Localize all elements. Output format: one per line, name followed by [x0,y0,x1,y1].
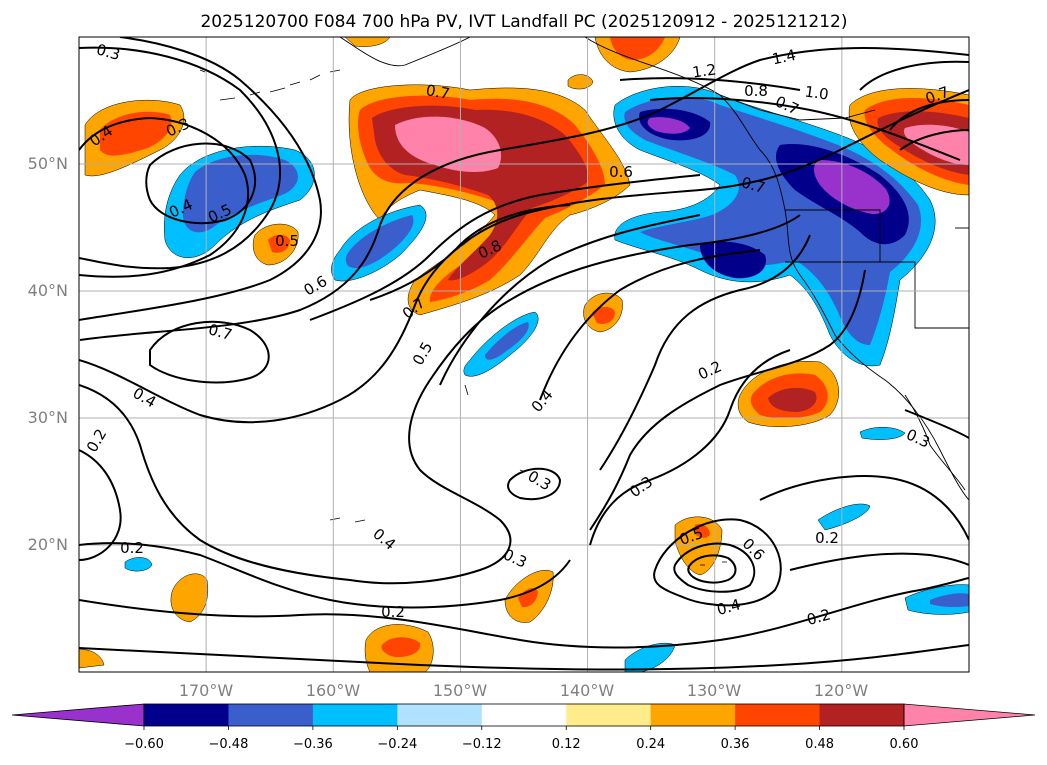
colorbar-tick-label: 0.60 [890,737,919,752]
positive-anomaly-region [268,234,290,253]
colorbar-tick-label: −0.12 [462,737,502,752]
negative-anomaly-region [345,215,414,269]
lat-label: 50°N [28,154,68,173]
colorbar-tick-label: −0.60 [124,737,164,752]
positive-anomaly-region [592,306,615,324]
positive-anomaly-region [79,649,105,669]
lon-label: 150°W [433,681,488,700]
longitude-labels: 170°W 160°W 150°W 140°W 130°W 120°W [179,681,869,700]
colorbar-tick-label: −0.48 [209,737,249,752]
colorbar-tick-label: 0.12 [552,737,581,752]
colorbar-segment [397,704,483,726]
lon-label: 170°W [179,681,234,700]
positive-anomaly-region [567,74,594,90]
colorbar-segment [819,704,905,726]
contour-label: 0.4 [715,595,743,619]
colorbar [11,703,1036,727]
negative-anomaly-region [814,160,890,215]
contour-label: 0.3 [94,40,122,64]
lon-label: 140°W [560,681,615,700]
pv-contours [79,37,969,671]
colorbar-segment [735,704,821,726]
chart-title: 2025120700 F084 700 hPa PV, IVT Landfall… [200,12,847,32]
contour-label: 0.7 [739,173,767,197]
colorbar-extend-max [903,703,1036,727]
colorbar-extend-min [11,703,145,727]
lon-label: 160°W [306,681,361,700]
map-area: 0.3 1.2 1.4 1.0 0.8 0.7 0.7 0.4 0.3 0.4 … [79,37,969,672]
negative-anomaly-region [859,427,906,440]
contour-label: 0.6 [609,163,633,181]
contour-label: 0.2 [381,603,405,621]
colorbar-segment [144,704,229,726]
contour-label: 0.8 [744,82,768,100]
lat-label: 30°N [28,408,68,427]
contour-label: 0.5 [275,232,299,250]
islands [199,69,727,566]
negative-anomaly-region [817,503,871,531]
positive-anomaly-region [903,124,969,165]
colorbar-tick-label: 0.48 [805,737,834,752]
lat-label: 20°N [28,535,68,554]
positive-anomaly-region [395,116,502,172]
contour-label: 0.7 [425,81,452,103]
colorbar-tick-label: −0.24 [377,737,417,752]
contour-label: 1.0 [804,82,830,103]
colorbar-segment [312,704,398,726]
negative-anomaly-region [485,322,529,360]
contour-label: 1.4 [770,46,797,69]
colorbar-tick-label: 0.24 [636,737,665,752]
positive-anomaly-region [768,387,817,412]
negative-anomaly-region [182,154,298,233]
lon-label: 120°W [814,681,869,700]
colorbar-tick-label: −0.36 [293,737,333,752]
negative-anomaly-region [124,557,153,572]
lat-label: 40°N [28,281,68,300]
contour-label: 0.2 [120,539,144,557]
negative-anomaly-region [647,117,690,134]
colorbar-segment [566,704,652,726]
map-gridlines [79,37,969,672]
colorbar-tick-labels: −0.60 −0.48 −0.36 −0.24 −0.12 0.12 0.24 0.36 0.4… [124,726,918,752]
colorbar-tick-label: 0.36 [721,737,750,752]
contour-label: 0.2 [805,605,833,629]
colorbar-frame [143,703,905,727]
lon-label: 130°W [687,681,742,700]
latitude-labels: 50°N 40°N 30°N 20°N [28,154,68,554]
colorbar-segment [481,704,567,726]
positive-anomaly-region [695,524,710,538]
contour-label: 0.7 [206,320,234,344]
contour-label: 0.2 [815,529,839,547]
colorbar-segment [228,704,314,726]
positive-anomaly-region [610,37,665,60]
contour-label: 1.2 [691,60,717,81]
colorbar-segment [650,704,736,726]
negative-anomaly-region [930,593,969,608]
ivt-pc-fill-layer [79,37,969,672]
map-frame [78,36,970,673]
positive-anomaly-region [381,637,421,658]
